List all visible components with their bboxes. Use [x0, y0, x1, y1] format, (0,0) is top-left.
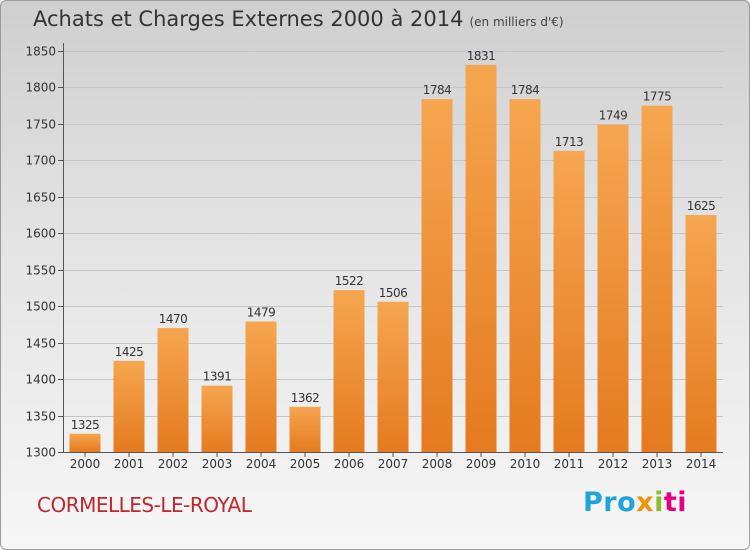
y-tick-label: 1800: [25, 81, 56, 95]
chart-title: Achats et Charges Externes 2000 à 2014 (e…: [33, 7, 564, 31]
bar: [113, 360, 145, 452]
bar: [157, 328, 189, 452]
data-label: 1391: [203, 370, 232, 384]
x-tick-label: 2006: [334, 457, 365, 471]
data-label: 1784: [423, 83, 452, 97]
data-label: 1325: [71, 418, 100, 432]
city-name: CORMELLES-LE-ROYAL: [37, 493, 252, 517]
proxiti-logo: Proxiti: [583, 487, 688, 518]
data-label: 1506: [379, 286, 408, 300]
bar: [377, 301, 409, 452]
bar: [553, 150, 585, 453]
data-label: 1713: [555, 135, 584, 149]
data-label: 1425: [115, 345, 144, 359]
y-tick-label: 1650: [25, 191, 56, 205]
bar: [685, 215, 717, 452]
y-tick-label: 1700: [25, 154, 56, 168]
x-tick-label: 2010: [510, 457, 541, 471]
x-tick-label: 2008: [422, 457, 453, 471]
chart-title-text: Achats et Charges Externes 2000 à 2014: [33, 7, 464, 31]
x-tick-label: 2001: [114, 457, 145, 471]
data-label: 1625: [687, 199, 716, 213]
y-tick-label: 1500: [25, 300, 56, 314]
bar: [289, 406, 321, 452]
y-tick-label: 1850: [25, 45, 56, 59]
y-tick-label: 1400: [25, 373, 56, 387]
x-tick-label: 2004: [246, 457, 277, 471]
bar: [641, 105, 673, 452]
x-tick-label: 2007: [378, 457, 409, 471]
data-label: 1522: [335, 274, 364, 288]
data-label: 1784: [511, 83, 540, 97]
bar: [69, 433, 101, 452]
x-tick-label: 2012: [598, 457, 629, 471]
x-tick-label: 2002: [158, 457, 189, 471]
x-tick-label: 2014: [686, 457, 717, 471]
x-tick-label: 2000: [70, 457, 101, 471]
x-tick-label: 2009: [466, 457, 497, 471]
bar: [421, 99, 453, 453]
bar: [509, 99, 541, 453]
bar: [465, 64, 497, 452]
data-label: 1775: [643, 90, 672, 104]
x-tick-label: 2013: [642, 457, 673, 471]
bar: [333, 290, 365, 452]
data-label: 1831: [467, 49, 496, 63]
y-tick-label: 1300: [25, 446, 56, 460]
y-tick-label: 1750: [25, 118, 56, 132]
y-tick-label: 1450: [25, 337, 56, 351]
x-tick-label: 2011: [554, 457, 585, 471]
x-tick-label: 2005: [290, 457, 321, 471]
x-tick-label: 2003: [202, 457, 233, 471]
y-tick-label: 1550: [25, 264, 56, 278]
y-tick-label: 1350: [25, 410, 56, 424]
chart-subtitle: (en milliers d'€): [469, 15, 564, 29]
bar: [597, 124, 629, 452]
data-label: 1470: [159, 312, 188, 326]
bar: [245, 321, 277, 452]
data-label: 1362: [291, 391, 320, 405]
y-tick-label: 1600: [25, 227, 56, 241]
data-label: 1749: [599, 109, 628, 123]
data-label: 1479: [247, 305, 276, 319]
bar: [201, 385, 233, 452]
